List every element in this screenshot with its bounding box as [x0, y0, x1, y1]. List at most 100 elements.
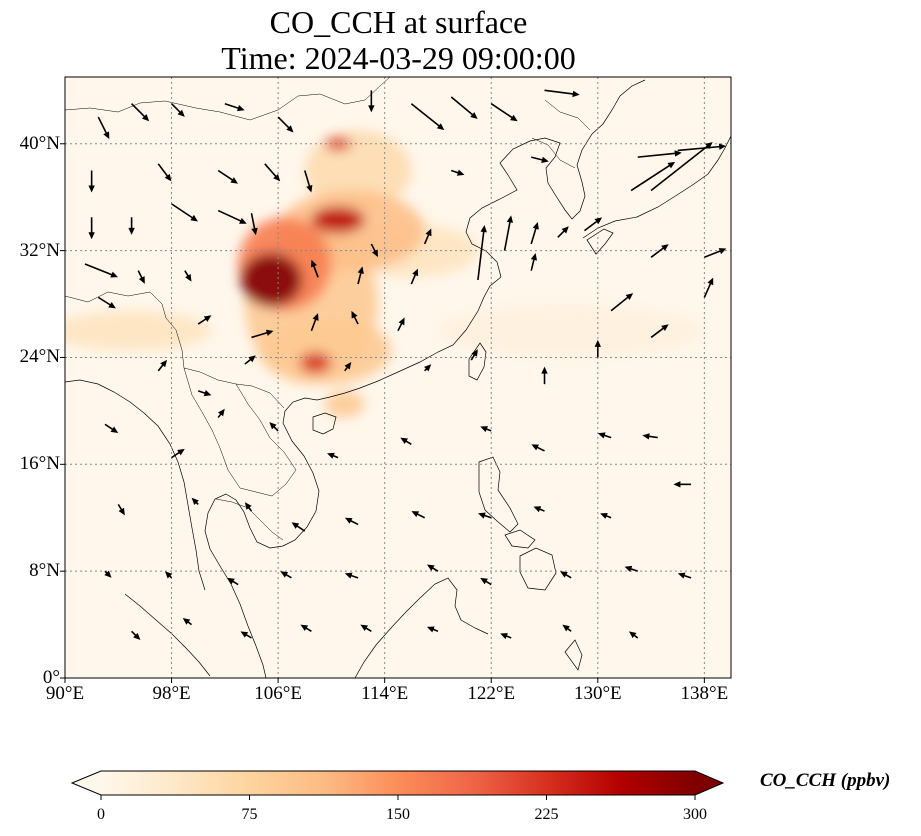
colorbar-extend-low [72, 771, 101, 795]
wind-arrow [480, 577, 492, 586]
wind-arrow [171, 203, 198, 222]
wind-arrow [368, 90, 375, 113]
wind-arrow [530, 221, 539, 245]
wind-arrow [184, 270, 192, 282]
wind-arrow [217, 169, 238, 184]
wind-arrow [650, 142, 713, 192]
wind-arrow [197, 315, 212, 325]
wind-arrow [600, 512, 612, 519]
wind-arrow [128, 217, 135, 235]
wind-arrow [630, 161, 676, 192]
wind-arrow [470, 349, 478, 361]
wind-arrow [704, 248, 727, 259]
wind-arrow [264, 163, 281, 182]
wind-arrow [88, 170, 95, 193]
wind-arrow [397, 317, 405, 332]
wind-arrow [583, 217, 603, 232]
wind-arrow [450, 96, 478, 120]
wind-arrow [594, 339, 601, 358]
wind-arrow [531, 444, 545, 452]
wind-arrow [628, 631, 639, 639]
wind-arrow [544, 89, 580, 98]
wind-arrow [182, 617, 193, 626]
country-borders [65, 77, 591, 541]
map-title: CO_CCH at surface [269, 4, 528, 40]
wind-arrow [478, 512, 492, 519]
wind-arrow [650, 324, 669, 339]
wind-arrow [97, 296, 116, 309]
wind-arrow [531, 156, 549, 163]
wind-arrow [673, 481, 692, 488]
co-plume-3 [304, 130, 412, 211]
border-china-north [65, 77, 391, 121]
colorbar-gradient [101, 771, 695, 795]
lon-tick-label: 90°E [45, 683, 85, 704]
border-korea [531, 137, 576, 169]
colorbar-tick-label: 225 [534, 806, 559, 823]
wind-arrow [310, 313, 319, 332]
wind-arrow [562, 624, 572, 632]
wind-arrow [171, 448, 185, 459]
map-frame [64, 76, 732, 679]
lat-tick-label: 8°N [29, 560, 60, 582]
lat-tick-label: 24°N [19, 346, 60, 368]
wind-arrow [703, 277, 714, 298]
colorbar-tick-label: 75 [241, 806, 258, 823]
lon-tick-label: 98°E [152, 683, 191, 704]
wind-arrow [360, 624, 372, 632]
coastline-luzon [478, 456, 519, 533]
colorbar-tick-label: 150 [386, 806, 410, 823]
wind-arrow [217, 209, 247, 224]
wind-arrow [650, 244, 669, 258]
wind-arrow [677, 572, 692, 579]
coastlines [65, 79, 731, 678]
lat-tick-label: 16°N [19, 453, 60, 475]
coastline-visayas [504, 529, 536, 549]
wind-arrow [191, 497, 199, 505]
wind-arrow [251, 329, 274, 339]
wind-arrow [357, 266, 364, 285]
wind-arrow [344, 517, 359, 526]
wind-arrow [250, 213, 258, 236]
lon-tick-label: 122°E [467, 683, 516, 704]
axis-ticks [60, 143, 705, 683]
wind-arrow [557, 226, 569, 238]
coastline-burma [65, 379, 206, 591]
wind-arrow [240, 631, 252, 639]
wind-arrow [624, 565, 639, 573]
lon-tick-label: 130°E [573, 683, 622, 704]
coastline-kyushu [586, 228, 614, 255]
colorbar [70, 770, 725, 800]
wind-arrow [84, 263, 118, 278]
wind-arrow [310, 259, 319, 278]
wind-arrow [423, 228, 432, 245]
wind-arrow [541, 366, 548, 385]
wind-arrow [131, 630, 141, 641]
wind-arrow [269, 422, 279, 432]
co-plume-2 [65, 310, 212, 351]
colorbar-title: CO_CCH (ppbv) [760, 770, 891, 791]
co-plume-11 [311, 206, 365, 234]
border-china-south [65, 291, 285, 409]
wind-arrow [327, 452, 339, 459]
wind-arrow [370, 243, 378, 258]
wind-arrow [597, 432, 612, 439]
wind-arrow [170, 103, 185, 117]
border-russia [544, 99, 591, 131]
wind-arrow [451, 169, 465, 176]
wind-arrow [344, 572, 359, 579]
wind-arrow [426, 564, 439, 572]
coastline-japan [582, 135, 731, 239]
wind-arrow [303, 170, 313, 193]
border-indochina-interior [183, 367, 297, 497]
wind-arrow [104, 423, 119, 434]
wind-arrow [300, 624, 312, 632]
wind-arrow [277, 116, 294, 133]
border-thai-cambodia [215, 498, 284, 541]
colorbar-tick-label: 300 [683, 806, 707, 823]
co-plume-6 [324, 390, 365, 418]
wind-arrow [503, 215, 514, 251]
wind-arrow [500, 633, 512, 640]
lon-tick-label: 138°E [680, 683, 729, 704]
coastline-sulawesi [564, 639, 583, 671]
